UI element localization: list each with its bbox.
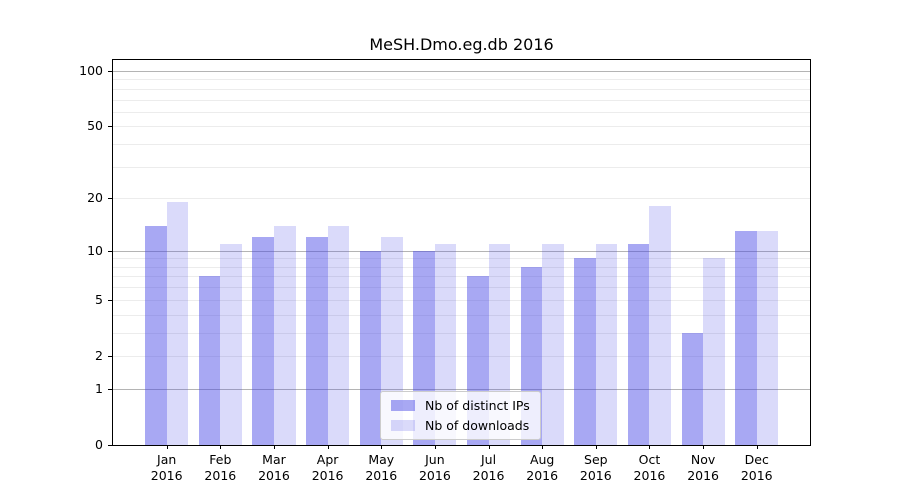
x-tick-label: Jul 2016: [472, 452, 505, 483]
bar-distinct-ips: [574, 258, 596, 445]
y-tick-mark: [108, 70, 113, 72]
y-tick-mark: [108, 250, 113, 252]
y-tick-mark: [108, 299, 113, 301]
bar-distinct-ips: [627, 243, 650, 445]
x-tick-label: Mar 2016: [258, 452, 290, 483]
legend-swatch-downloads: [391, 420, 415, 431]
legend-item-downloads: Nb of downloads: [391, 418, 530, 433]
gridline-minor: [113, 99, 810, 101]
bar-downloads: [542, 243, 564, 445]
bar-downloads: [166, 202, 189, 445]
gridline-minor: [113, 266, 810, 268]
legend: Nb of distinct IPs Nb of downloads: [380, 391, 541, 440]
x-tick-mark: [542, 445, 544, 449]
x-tick-label: May 2016: [365, 452, 398, 483]
bar-distinct-ips: [735, 231, 757, 445]
gridline-major: [113, 250, 810, 252]
x-tick-mark: [166, 445, 168, 449]
y-tick-label: 100: [79, 62, 103, 78]
x-tick-mark: [488, 445, 490, 449]
y-tick-label: 10: [87, 242, 103, 258]
gridline-minor: [113, 111, 810, 113]
bar-downloads: [649, 206, 672, 445]
y-tick-label: 2: [95, 347, 103, 363]
x-tick-label: Jun 2016: [418, 452, 451, 483]
x-tick-label: Dec 2016: [740, 452, 773, 483]
y-tick-mark: [108, 355, 113, 357]
x-tick-label: Oct 2016: [633, 452, 666, 483]
x-tick-mark: [220, 445, 222, 449]
gridline-minor: [113, 126, 810, 128]
bar-distinct-ips: [681, 332, 704, 445]
y-tick-label: 5: [95, 291, 103, 307]
bar-distinct-ips: [306, 237, 328, 445]
x-tick-mark: [273, 445, 275, 449]
x-tick-mark: [327, 445, 329, 449]
gridline-minor: [113, 299, 810, 301]
bar-downloads: [595, 243, 618, 445]
gridline-minor: [113, 144, 810, 146]
x-tick-mark: [703, 445, 705, 449]
x-tick-label: Aug 2016: [526, 452, 559, 483]
gridline-major: [113, 70, 810, 72]
x-tick-mark: [649, 445, 651, 449]
bar-distinct-ips: [252, 237, 274, 445]
y-tick-mark: [108, 388, 113, 390]
bar-downloads: [703, 258, 725, 445]
bar-downloads: [220, 243, 242, 445]
bar-distinct-ips: [198, 276, 221, 445]
gridline-minor: [113, 166, 810, 168]
bar-downloads: [756, 231, 779, 445]
x-tick-label: Sep 2016: [579, 452, 612, 483]
gridline-minor: [113, 79, 810, 81]
plot-area: Nb of distinct IPs Nb of downloads 0 1 2 5 1…: [79, 59, 811, 483]
bar-downloads: [273, 225, 296, 445]
y-tick-label: 20: [87, 190, 103, 206]
y-tick-label: 50: [87, 118, 103, 134]
gridline-minor: [113, 332, 810, 334]
gridline-minor: [113, 198, 810, 200]
legend-item-distinct-ips: Nb of distinct IPs: [391, 398, 530, 413]
x-tick-mark: [595, 445, 597, 449]
legend-swatch-distinct-ips: [391, 400, 415, 411]
bar-distinct-ips: [145, 225, 167, 445]
bar-downloads: [327, 225, 350, 445]
gridline-minor: [113, 276, 810, 278]
x-tick-label: Jan 2016: [150, 452, 183, 483]
x-tick-label: Apr 2016: [311, 452, 344, 483]
gridline-minor: [113, 355, 810, 357]
x-tick-mark: [434, 445, 436, 449]
x-tick-mark: [381, 445, 383, 449]
x-tick-mark: [756, 445, 758, 449]
gridline-minor: [113, 287, 810, 289]
y-tick-label: 0: [95, 437, 103, 452]
gridline-minor: [113, 88, 810, 90]
gridline-major: [113, 388, 810, 390]
x-tick-label: Feb 2016: [204, 452, 237, 483]
y-tick-mark: [108, 126, 113, 128]
y-tick-mark: [108, 445, 113, 446]
legend-label-downloads: Nb of downloads: [425, 418, 530, 433]
y-tick-label: 1: [95, 380, 103, 396]
gridline-minor: [113, 314, 810, 316]
gridline-minor: [113, 258, 810, 260]
y-tick-mark: [108, 198, 113, 200]
x-tick-label: Nov 2016: [687, 452, 719, 483]
legend-label-distinct-ips: Nb of distinct IPs: [425, 398, 530, 413]
bar-distinct-ips: [359, 250, 382, 445]
chart-title: MeSH.Dmo.eg.db 2016: [369, 35, 554, 54]
